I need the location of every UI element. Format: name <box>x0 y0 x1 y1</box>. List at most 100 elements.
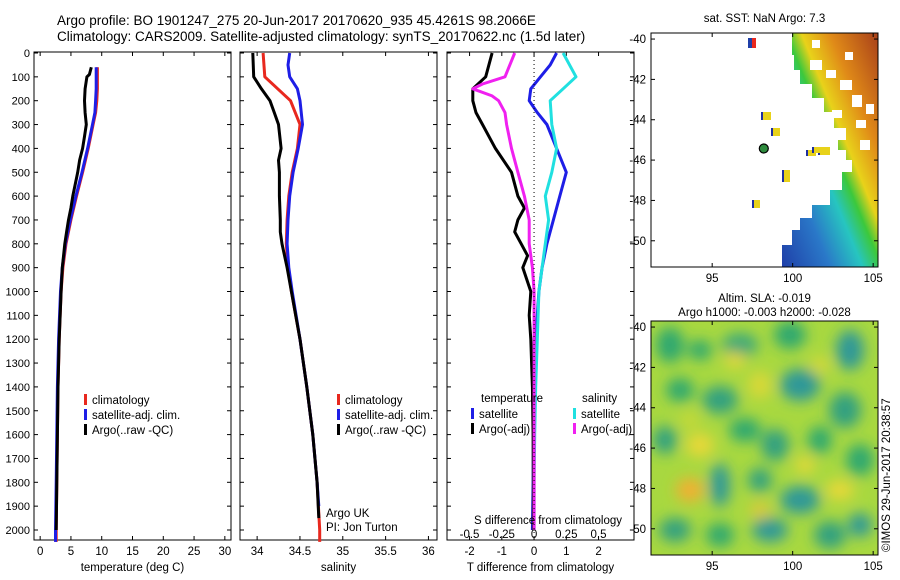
missing-data-cell <box>866 104 874 114</box>
y-tick-label: 800 <box>12 239 30 251</box>
legend-swatch <box>471 423 474 434</box>
x-tick-label: 35.5 <box>374 546 396 558</box>
sst-patch-edge <box>782 170 784 182</box>
missing-data-cell <box>810 60 822 70</box>
y-tick-label: -42 <box>629 74 646 86</box>
sla-anomaly-blob <box>653 426 677 454</box>
series-line-argo-raw-qc- <box>54 66 93 531</box>
sla-anomaly-blob <box>748 468 772 492</box>
legend-label: climatology <box>345 395 403 407</box>
sla-anomaly-blob <box>686 433 714 457</box>
missing-data-cell <box>856 120 866 128</box>
y-tick-label: 0 <box>24 48 30 60</box>
missing-data-cell <box>812 40 820 48</box>
series-line-argo-raw-qc- <box>251 52 321 519</box>
missing-data-cell <box>860 140 870 150</box>
x-tick-label: 15 <box>126 546 139 558</box>
y-tick-label: -42 <box>629 362 646 374</box>
sla-anomaly-blob <box>702 386 738 414</box>
sla-anomaly-blob <box>808 426 832 454</box>
x-tick-label: 5 <box>68 546 74 558</box>
y-tick-label: 900 <box>12 263 30 275</box>
y-tick-label: 300 <box>12 120 30 132</box>
x-tick-label: 25 <box>188 546 201 558</box>
x-tick-label: 30 <box>218 546 231 558</box>
sla-anomaly-blob <box>810 357 830 373</box>
sst-patch-edge <box>752 38 756 48</box>
sst-patch <box>820 147 830 155</box>
sla-map-subtitle: Argo h1000: -0.003 h2000: -0.028 <box>678 307 851 319</box>
x-tick-label: 100 <box>783 273 802 285</box>
legend-swatch <box>471 408 474 419</box>
y-tick-label: 1400 <box>6 382 30 394</box>
legend-swatch <box>337 424 340 435</box>
sst-map-title: sat. SST: NaN Argo: 7.3 <box>704 13 825 25</box>
x-tick-label: 34.5 <box>289 546 311 558</box>
x-tick-label: 10 <box>95 546 108 558</box>
temperature-panel: 0100200300400500600700800900100011001200… <box>6 48 232 574</box>
x-axis-label: temperature (deg C) <box>81 562 185 574</box>
y-tick-label: 1000 <box>6 287 30 299</box>
y-tick-label: -48 <box>629 483 646 495</box>
sla-blobs <box>653 321 874 549</box>
credit-label: ©IMOS 29-Jun-2017 20:38:57 <box>881 398 893 552</box>
y-tick-label: -44 <box>629 403 646 415</box>
sla-anomaly-blob <box>780 369 820 401</box>
legend-swatch <box>337 394 340 405</box>
y-tick-label: -46 <box>629 155 646 167</box>
s-tick-label: 0 <box>531 529 537 541</box>
sst-patch <box>773 128 780 136</box>
plot-frame <box>446 51 635 541</box>
missing-data-cell <box>832 110 842 118</box>
y-tick-label: -50 <box>629 524 646 536</box>
sla-anomaly-blob <box>676 478 704 502</box>
x-tick-label: -2 <box>464 546 474 558</box>
legend-label: Argo(..raw -QC) <box>92 425 173 437</box>
legend-label: satellite-adj. clim. <box>92 410 180 422</box>
sla-field <box>651 321 878 555</box>
x-tick-label: 1 <box>563 546 569 558</box>
legend-swatch <box>573 408 576 419</box>
sla-anomaly-blob <box>795 457 815 473</box>
sla-anomaly-blob <box>780 486 820 514</box>
sla-anomaly-blob <box>722 333 758 357</box>
y-tick-label: 1100 <box>6 310 30 322</box>
y-tick-label: -48 <box>629 195 646 207</box>
y-tick-label: -40 <box>629 34 646 46</box>
legend-swatch <box>84 394 87 405</box>
y-tick-label: 1600 <box>6 430 30 442</box>
figure-title-line1: Argo profile: BO 1901247_275 20-Jun-2017… <box>57 13 536 28</box>
y-tick-label: 1300 <box>6 358 30 370</box>
x-tick-label: 105 <box>864 561 883 573</box>
sla-anomaly-blob <box>848 513 872 537</box>
y-tick-label: 700 <box>12 215 30 227</box>
y-tick-label: -44 <box>629 115 646 127</box>
y-tick-label: 1900 <box>6 501 30 513</box>
sst-patch-edge <box>752 200 754 208</box>
sla-anomaly-blob <box>706 523 734 547</box>
x-tick-label: 35 <box>336 546 349 558</box>
y-tick-label: 400 <box>12 143 30 155</box>
sla-anomaly-blob <box>750 502 770 518</box>
y-tick-label: 500 <box>12 167 30 179</box>
sla-anomaly-blob <box>688 340 712 360</box>
s-tick-label: -0.5 <box>460 529 480 541</box>
legend-title-salinity: salinity <box>582 393 617 405</box>
sla-anomaly-blob <box>752 518 788 542</box>
sla-anomaly-blob <box>774 321 806 349</box>
legend-swatch <box>573 423 576 434</box>
x-tick-label: 20 <box>157 546 170 558</box>
legend-label: Argo(-adj) <box>479 424 530 436</box>
sla-anomaly-blob <box>829 392 861 428</box>
legend-label: Argo(..raw -QC) <box>345 425 426 437</box>
y-tick-label: 1700 <box>6 453 30 465</box>
y-tick-label: -40 <box>629 322 646 334</box>
sla-anomaly-blob <box>659 518 691 542</box>
sla-anomaly-blob <box>826 480 854 500</box>
legend-label: climatology <box>92 395 150 407</box>
sst-patch <box>763 112 771 120</box>
sla-anomaly-blob <box>710 463 730 507</box>
legend-swatch <box>84 409 87 420</box>
s-tick-label: 0.5 <box>591 529 607 541</box>
